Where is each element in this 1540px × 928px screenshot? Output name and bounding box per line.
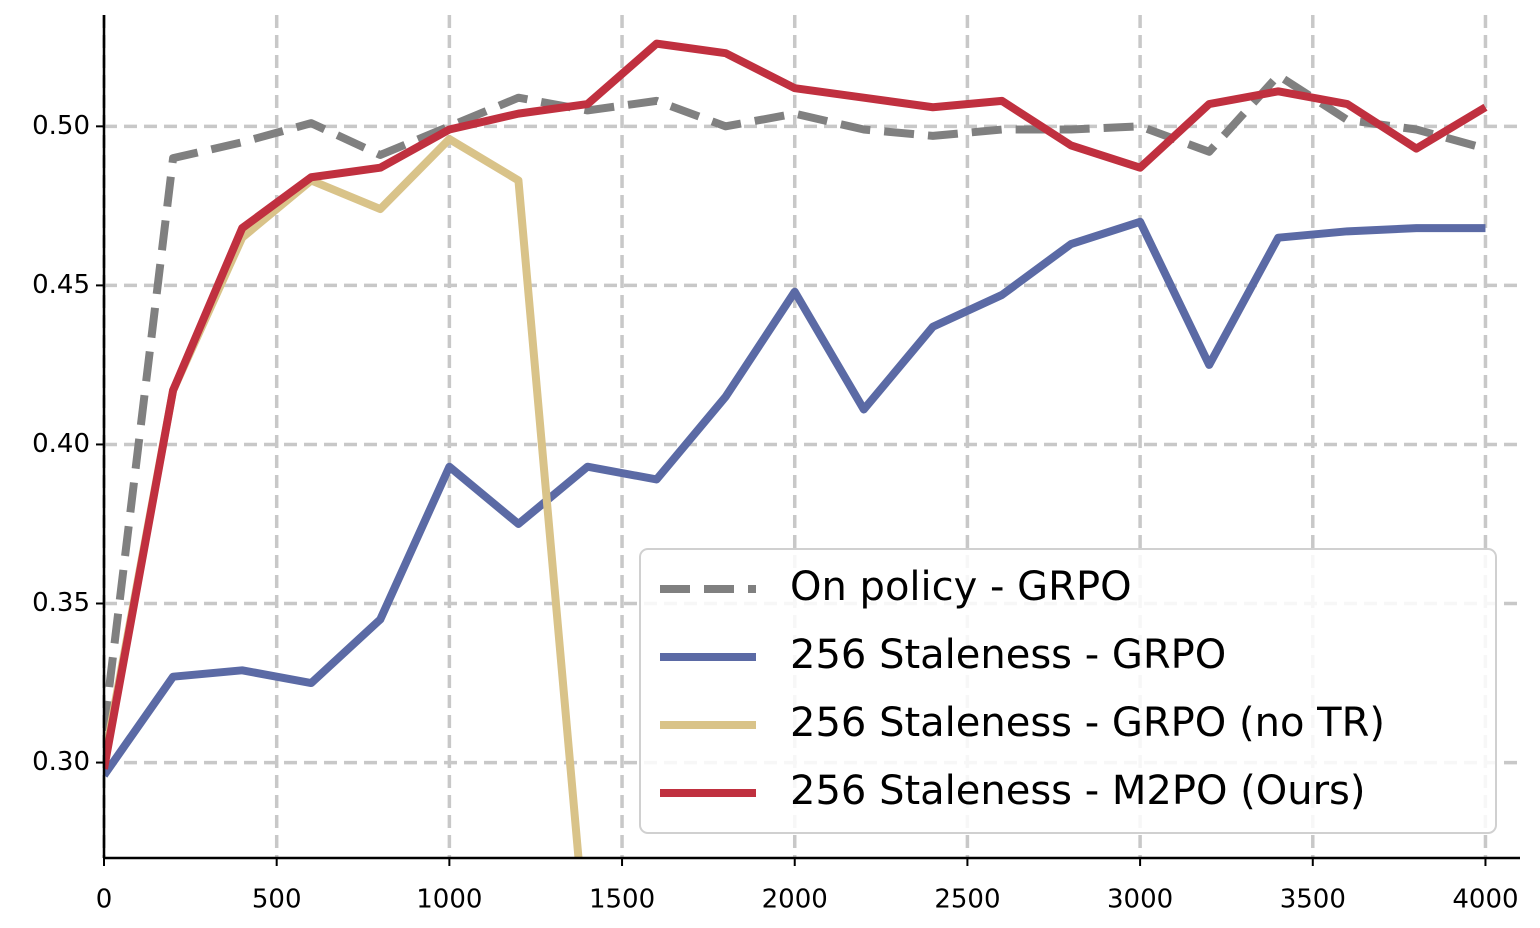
x-tick-label: 500 bbox=[252, 885, 302, 915]
x-tick-label: 1500 bbox=[589, 885, 655, 915]
y-tick-label: 0.45 bbox=[32, 270, 90, 300]
y-tick-label: 0.50 bbox=[32, 111, 90, 141]
legend-box bbox=[639, 548, 1497, 834]
y-tick-label: 0.40 bbox=[32, 429, 90, 459]
legend-label: 256 Staleness - GRPO bbox=[790, 632, 1226, 678]
x-tick-label: 2500 bbox=[934, 885, 1000, 915]
x-tick-label: 0 bbox=[96, 885, 113, 915]
x-tick-label: 3500 bbox=[1280, 885, 1346, 915]
plot-area bbox=[104, 39, 1488, 858]
legend-label: 256 Staleness - GRPO (no TR) bbox=[790, 700, 1385, 746]
series-line bbox=[104, 217, 1486, 778]
series-line bbox=[104, 135, 583, 858]
legend-label: 256 Staleness - M2PO (Ours) bbox=[790, 768, 1366, 814]
x-tick-label: 2000 bbox=[762, 885, 828, 915]
x-tick-label: 3000 bbox=[1107, 885, 1173, 915]
x-tick-label: 1000 bbox=[416, 885, 482, 915]
x-tick-label: 4000 bbox=[1452, 885, 1518, 915]
legend: On policy - GRPO 256 Staleness - GRPO 256 … bbox=[639, 548, 1497, 834]
y-tick-label: 0.35 bbox=[32, 588, 90, 618]
y-tick-label: 0.30 bbox=[32, 747, 90, 777]
legend-label: On policy - GRPO bbox=[790, 564, 1132, 610]
series-line bbox=[104, 39, 1488, 770]
series-line bbox=[104, 71, 1487, 732]
